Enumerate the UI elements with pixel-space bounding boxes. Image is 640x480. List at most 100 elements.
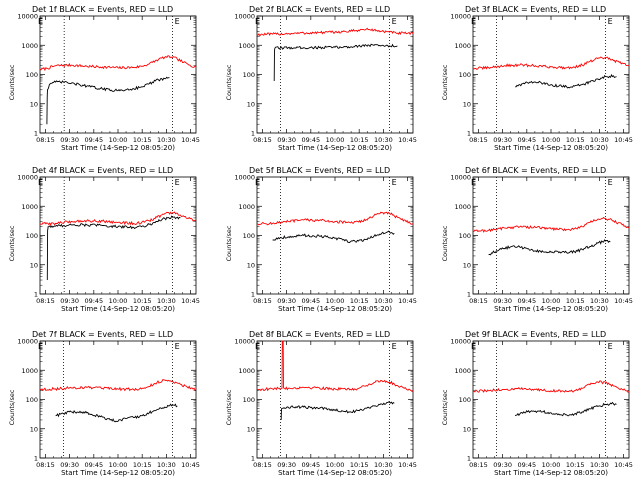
x-axis-label: Start Time (14-Sep-12 08:05:20) xyxy=(494,305,608,313)
x-tick-label: 09:45 xyxy=(301,461,320,469)
flag-marker-right: E xyxy=(175,17,180,26)
y-tick-label: 1 xyxy=(251,130,255,138)
y-axis-label: Counts/sec xyxy=(225,389,233,425)
y-tick-label: 10000 xyxy=(17,174,38,182)
x-tick-label: 10:00 xyxy=(109,136,128,144)
x-tick-label: 08:15 xyxy=(36,461,55,469)
flag-marker-right: E xyxy=(608,178,613,187)
x-tick-label: 10:30 xyxy=(374,136,393,144)
x-tick-label: 10:15 xyxy=(350,461,369,469)
x-tick-label: 10:45 xyxy=(398,297,417,305)
y-tick-label: 100 xyxy=(26,232,38,240)
x-axis-label: Start Time (14-Sep-12 08:05:20) xyxy=(61,469,175,477)
y-tick-label: 10 xyxy=(30,425,38,433)
events-series-line xyxy=(55,403,178,423)
y-tick-label: 100 xyxy=(243,396,255,404)
flag-marker-left: E xyxy=(255,178,260,187)
x-tick-label: 08:15 xyxy=(469,136,488,144)
x-tick-label: 10:00 xyxy=(326,297,345,305)
x-axis-label: Start Time (14-Sep-12 08:05:20) xyxy=(61,305,175,313)
y-tick-label: 1000 xyxy=(238,367,255,375)
y-tick-label: 10 xyxy=(247,261,255,269)
y-tick-label: 1 xyxy=(251,291,255,299)
x-tick-label: 10:00 xyxy=(326,461,345,469)
x-tick-label: 10:45 xyxy=(614,136,633,144)
x-axis-label: Start Time (14-Sep-12 08:05:20) xyxy=(278,144,392,152)
y-tick-label: 1000 xyxy=(454,367,471,375)
panel-title: Det 3f BLACK = Events, RED = LLD xyxy=(465,5,606,14)
y-tick-label: 100 xyxy=(459,396,471,404)
events-series-line xyxy=(272,230,395,243)
events-series-line xyxy=(514,401,617,417)
x-tick-label: 10:15 xyxy=(566,461,585,469)
y-tick-label: 1000 xyxy=(238,42,255,50)
lld-series-line xyxy=(39,55,197,72)
x-tick-label: 10:30 xyxy=(590,136,609,144)
flag-marker-left: E xyxy=(255,17,260,26)
x-tick-label: 10:00 xyxy=(542,136,561,144)
events-series-line xyxy=(46,76,170,125)
y-tick-label: 1 xyxy=(34,455,38,463)
flag-marker-right: E xyxy=(608,342,613,351)
x-tick-label: 09:45 xyxy=(84,297,103,305)
y-tick-label: 10 xyxy=(463,261,471,269)
x-tick-label: 10:30 xyxy=(590,461,609,469)
x-tick-label: 10:15 xyxy=(350,297,369,305)
x-tick-label: 09:45 xyxy=(84,461,103,469)
y-tick-label: 10 xyxy=(247,100,255,108)
y-tick-label: 1000 xyxy=(238,203,255,211)
events-series-line xyxy=(515,73,617,89)
y-tick-label: 100 xyxy=(459,232,471,240)
y-tick-label: 1 xyxy=(34,291,38,299)
x-tick-label: 09:30 xyxy=(60,136,79,144)
y-tick-label: 1000 xyxy=(454,203,471,211)
x-tick-label: 10:30 xyxy=(157,297,176,305)
x-tick-label: 10:30 xyxy=(590,297,609,305)
x-tick-label: 09:45 xyxy=(84,136,103,144)
x-axis-label: Start Time (14-Sep-12 08:05:20) xyxy=(278,305,392,313)
flag-marker-left: E xyxy=(38,342,43,351)
y-axis-label: Counts/sec xyxy=(8,225,16,261)
y-tick-label: 1000 xyxy=(21,203,38,211)
x-tick-label: 10:00 xyxy=(109,297,128,305)
y-tick-label: 10 xyxy=(247,425,255,433)
y-tick-label: 100 xyxy=(26,396,38,404)
flag-marker-right: E xyxy=(392,17,397,26)
x-tick-label: 09:45 xyxy=(301,136,320,144)
x-tick-label: 09:30 xyxy=(493,297,512,305)
x-tick-label: 08:15 xyxy=(253,136,272,144)
x-tick-label: 09:30 xyxy=(60,461,79,469)
events-series-line xyxy=(488,239,611,256)
x-tick-label: 09:30 xyxy=(277,297,296,305)
x-tick-label: 10:00 xyxy=(542,461,561,469)
y-tick-label: 10000 xyxy=(17,13,38,21)
x-tick-label: 09:30 xyxy=(60,297,79,305)
x-tick-label: 08:15 xyxy=(253,461,272,469)
y-tick-label: 1 xyxy=(467,455,471,463)
x-tick-label: 09:45 xyxy=(517,136,536,144)
x-tick-label: 09:45 xyxy=(517,297,536,305)
x-tick-label: 10:45 xyxy=(181,461,200,469)
y-tick-label: 10 xyxy=(30,261,38,269)
flag-marker-right: E xyxy=(392,178,397,187)
y-tick-label: 100 xyxy=(243,71,255,79)
y-tick-label: 10000 xyxy=(450,13,471,21)
y-tick-label: 100 xyxy=(243,232,255,240)
flag-marker-left: E xyxy=(255,342,260,351)
panel-title: Det 1f BLACK = Events, RED = LLD xyxy=(32,5,173,14)
x-tick-label: 10:15 xyxy=(133,136,152,144)
x-tick-label: 10:30 xyxy=(374,297,393,305)
flag-marker-right: E xyxy=(175,342,180,351)
y-tick-label: 1 xyxy=(34,130,38,138)
panel-title: Det 8f BLACK = Events, RED = LLD xyxy=(249,330,390,339)
x-tick-label: 10:45 xyxy=(398,461,417,469)
y-axis-label: Counts/sec xyxy=(225,225,233,261)
y-tick-label: 100 xyxy=(459,71,471,79)
panel-title: Det 2f BLACK = Events, RED = LLD xyxy=(249,5,390,14)
y-tick-label: 10000 xyxy=(234,174,255,182)
x-axis-label: Start Time (14-Sep-12 08:05:20) xyxy=(278,469,392,477)
